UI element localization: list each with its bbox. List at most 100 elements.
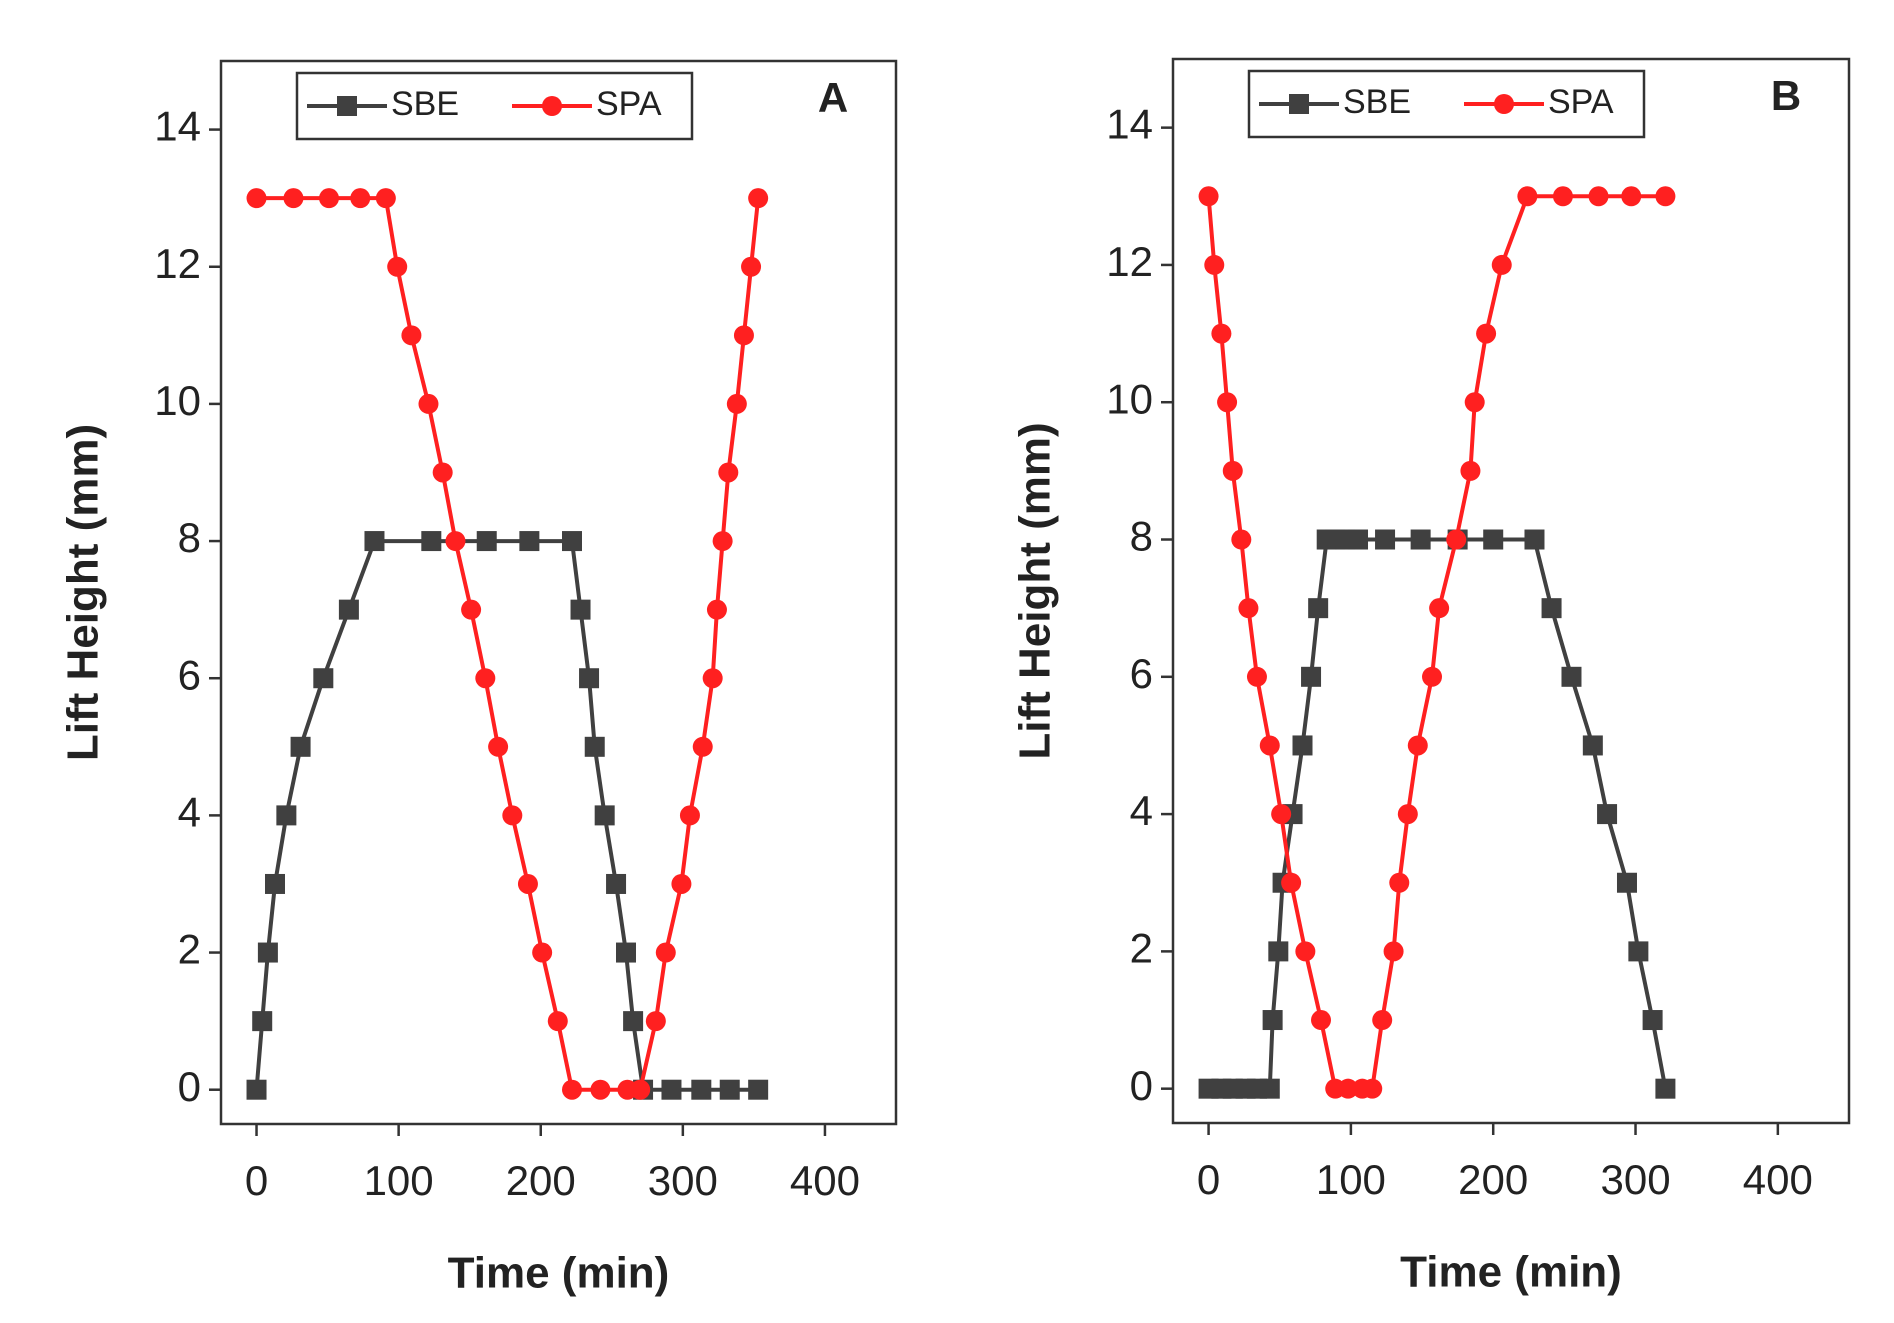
marker xyxy=(1295,941,1316,962)
marker xyxy=(645,1011,666,1032)
marker xyxy=(432,462,453,483)
marker xyxy=(246,1079,267,1100)
marker xyxy=(671,873,692,894)
marker xyxy=(1582,735,1603,756)
marker xyxy=(445,531,466,552)
marker xyxy=(532,942,553,963)
marker xyxy=(1410,529,1431,550)
marker xyxy=(1628,941,1649,962)
plot-frame xyxy=(219,59,898,1126)
marker xyxy=(475,668,496,689)
marker xyxy=(719,1079,740,1100)
marker xyxy=(1621,186,1642,207)
y-tick-label: 2 xyxy=(178,926,201,973)
y-tick-label: 12 xyxy=(1106,238,1153,285)
marker xyxy=(562,1079,582,1100)
plot-frame xyxy=(1171,57,1851,1125)
series-line xyxy=(256,196,761,1092)
marker xyxy=(579,668,600,689)
marker xyxy=(1198,186,1219,207)
marker xyxy=(519,531,540,552)
marker xyxy=(1375,529,1396,550)
marker xyxy=(313,668,334,689)
marker xyxy=(623,1011,644,1032)
marker xyxy=(265,873,285,894)
marker xyxy=(570,599,591,620)
marker xyxy=(718,462,739,483)
x-tick-label: 200 xyxy=(506,1157,576,1204)
annotation: A xyxy=(818,74,848,121)
marker xyxy=(547,1011,568,1032)
marker xyxy=(741,256,762,277)
marker xyxy=(338,599,359,620)
marker xyxy=(1561,666,1582,687)
y-tick-label: 0 xyxy=(178,1063,201,1110)
marker xyxy=(1588,186,1609,207)
marker xyxy=(257,942,278,963)
marker xyxy=(1655,1078,1676,1099)
x-tick-label: 0 xyxy=(245,1157,268,1204)
marker xyxy=(1422,666,1443,687)
marker xyxy=(1429,598,1450,619)
y-tick-label: 14 xyxy=(154,103,201,150)
marker xyxy=(630,1079,651,1100)
marker xyxy=(364,531,385,552)
legend-label: SPA xyxy=(1548,83,1614,121)
series-line xyxy=(1206,194,1666,1091)
marker xyxy=(594,805,615,826)
marker xyxy=(319,188,339,209)
marker xyxy=(1372,1010,1393,1031)
marker xyxy=(748,1079,769,1100)
legend-label: SBE xyxy=(391,85,459,123)
marker xyxy=(1246,666,1267,687)
marker xyxy=(283,188,304,209)
marker xyxy=(1407,735,1428,756)
x-tick-label: 300 xyxy=(648,1157,718,1204)
marker xyxy=(1383,941,1404,962)
marker xyxy=(387,256,408,277)
y-tick-label: 4 xyxy=(178,788,201,835)
x-tick-label: 300 xyxy=(1600,1156,1670,1203)
marker xyxy=(1491,254,1512,275)
marker xyxy=(421,531,442,552)
marker xyxy=(679,805,700,826)
y-tick-label: 0 xyxy=(1130,1062,1153,1109)
x-axis-label: Time (min) xyxy=(1400,1248,1622,1297)
marker xyxy=(1348,529,1369,550)
marker xyxy=(488,736,509,757)
marker xyxy=(1362,1078,1383,1099)
y-tick-label: 2 xyxy=(1130,924,1153,971)
marker xyxy=(461,599,482,620)
marker xyxy=(1217,392,1238,413)
legend-label: SBE xyxy=(1343,83,1411,121)
x-tick-label: 100 xyxy=(1316,1156,1386,1203)
marker xyxy=(350,188,371,209)
marker xyxy=(562,531,582,552)
marker xyxy=(401,325,422,346)
marker xyxy=(337,96,357,116)
marker xyxy=(1655,186,1676,207)
y-tick-label: 14 xyxy=(1106,101,1153,148)
marker xyxy=(252,1011,273,1032)
marker xyxy=(1464,392,1485,413)
x-tick-label: 200 xyxy=(1458,1156,1528,1203)
marker xyxy=(1616,872,1637,893)
y-tick-label: 8 xyxy=(178,514,201,561)
marker xyxy=(542,96,562,116)
x-tick-label: 400 xyxy=(790,1157,860,1204)
marker xyxy=(1231,529,1252,550)
marker xyxy=(691,1079,712,1100)
marker xyxy=(1389,872,1410,893)
y-axis-label: Lift Height (mm) xyxy=(1011,422,1060,759)
marker xyxy=(1238,598,1259,619)
marker xyxy=(1517,186,1538,207)
marker xyxy=(661,1079,682,1100)
marker xyxy=(1211,323,1232,344)
marker xyxy=(1281,872,1302,893)
marker xyxy=(712,531,733,552)
marker xyxy=(726,393,747,414)
marker xyxy=(476,531,497,552)
marker xyxy=(606,873,627,894)
y-tick-label: 4 xyxy=(1130,787,1153,834)
marker xyxy=(590,1079,611,1100)
